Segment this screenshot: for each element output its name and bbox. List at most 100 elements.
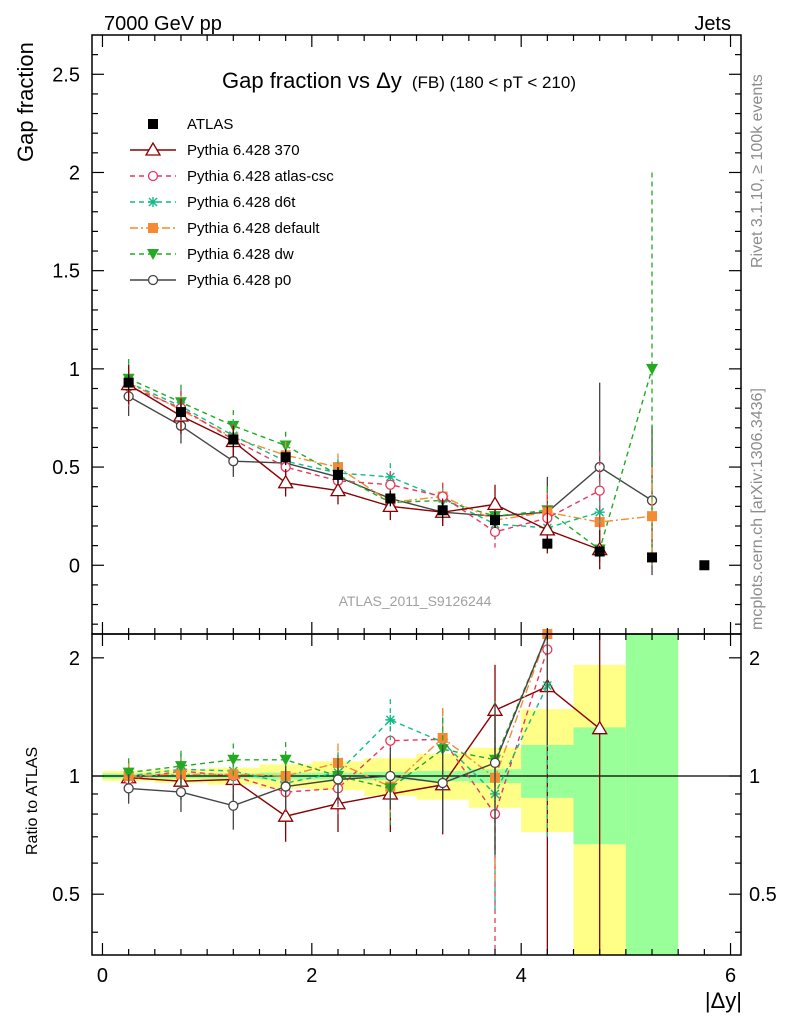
legend-label: Pythia 6.428 p0: [187, 272, 291, 289]
main-series-line: [128, 368, 653, 551]
main-data-point: [699, 560, 710, 571]
ratio-data-point: [332, 774, 344, 785]
y-tick-label-ratio: 0.5: [52, 884, 80, 906]
main-data-point: [280, 452, 291, 463]
legend-entry: Pythia 6.428 p0: [130, 272, 291, 289]
y-tick-label-main: 0.5: [52, 457, 80, 479]
main-data-point: [647, 552, 658, 563]
legend: ATLAS Pythia 6.428 370 Pythia 6.428 atlas-…: [130, 116, 334, 289]
ratio-series-pythia-6-428-p0: [123, 633, 548, 855]
main-data-point: [486, 496, 504, 511]
ratio-data-point: [277, 807, 294, 822]
main-data-point: [228, 456, 239, 467]
ratio-band-green: [625, 634, 679, 955]
main-series-pythia-6-428-atlas-csc: [123, 366, 605, 548]
main-data-point: [594, 485, 605, 496]
header-left-label: 7000 GeV pp: [104, 13, 222, 35]
main-data-point: [490, 515, 501, 526]
legend-label: Pythia 6.428 d6t: [187, 194, 296, 211]
main-data-point: [646, 363, 659, 375]
axes-layer: 0 2 4 6 0 0.5 1 1.5 2 2.5 0.5 0.5 1 1 2 2: [52, 35, 777, 987]
main-series-line: [128, 381, 600, 529]
watermark-label: ATLAS_2011_S9126244: [339, 593, 492, 609]
y-tick-label-ratio-right: 0.5: [749, 884, 777, 906]
y-tick-label-main: 1: [69, 359, 80, 381]
main-data-point: [647, 511, 658, 522]
legend-marker: [147, 274, 159, 286]
legend-entry: Pythia 6.428 atlas-csc: [130, 168, 334, 185]
legend-entry: Pythia 6.428 default: [130, 220, 320, 237]
ratio-data-point: [175, 786, 187, 798]
main-data-point: [385, 471, 396, 482]
legend-marker: [147, 249, 159, 260]
chart-title-main: Gap fraction vs Δy: [222, 68, 402, 93]
ratio-data-point: [385, 714, 396, 725]
legend-label: ATLAS: [187, 116, 233, 133]
x-tick-label: 6: [725, 965, 736, 987]
y-tick-label-ratio: 1: [69, 766, 80, 788]
legend-label: Pythia 6.428 atlas-csc: [187, 168, 334, 185]
chart-title: Gap fraction vs Δy (FB) (180 < pT < 210): [222, 68, 576, 93]
ratio-data-point: [279, 754, 292, 766]
ratio-data-point: [385, 770, 396, 782]
ratio-data-point: [280, 781, 291, 792]
mcplots-label: mcplots.cern.ch [arXiv:1306.3436]: [749, 388, 766, 630]
header-right-label: Jets: [694, 13, 731, 35]
legend-label: Pythia 6.428 370: [187, 142, 300, 159]
legend-marker: [144, 141, 162, 156]
legend-marker: [147, 170, 159, 182]
main-data-point: [277, 474, 294, 489]
legend-marker: [148, 119, 158, 129]
main-data-point: [332, 469, 343, 480]
main-data-point: [329, 482, 347, 497]
y-tick-label-main: 2: [69, 162, 80, 184]
rivet-version-label: Rivet 3.1.10, ≥ 100k events: [749, 74, 766, 268]
main-data-point: [437, 505, 448, 516]
x-tick-label: 2: [306, 965, 317, 987]
x-tick-label: 4: [516, 965, 527, 987]
legend-entry: ATLAS: [148, 116, 233, 133]
legend-marker: [148, 223, 158, 233]
ratio-series-line: [128, 649, 548, 816]
y-axis-label-main: Gap fraction: [13, 42, 38, 162]
main-data-point: [385, 493, 396, 504]
main-series-line: [128, 385, 601, 533]
y-tick-label-ratio: 2: [69, 648, 80, 670]
ratio-series-pythia-6-428-dw: [122, 633, 548, 850]
y-axis-label-ratio: Ratio to ATLAS: [24, 747, 41, 855]
y-tick-label-main: 2.5: [52, 64, 80, 86]
main-series-pythia-6-428-d6t: [123, 362, 605, 548]
ratio-data-point: [228, 800, 239, 811]
main-data-point: [489, 526, 501, 538]
legend-marker: [148, 197, 158, 207]
main-series-line: [128, 383, 600, 551]
y-tick-label-ratio-right: 2: [749, 648, 760, 670]
x-axis-label: |Δy|: [705, 988, 742, 1013]
y-tick-label-main: 1.5: [52, 261, 80, 283]
ratio-data-point: [123, 783, 134, 794]
chart-subtitle: (FB) (180 < pT < 210): [412, 73, 576, 92]
main-data-point: [175, 407, 186, 418]
main-series-atlas: [123, 374, 710, 571]
main-series-layer: [120, 172, 710, 576]
ratio-data-point: [437, 777, 448, 789]
main-data-point: [542, 538, 553, 549]
legend-entry: Pythia 6.428 d6t: [130, 194, 296, 211]
y-tick-label-main: 0: [69, 555, 80, 577]
main-series-pythia-6-428-370: [120, 364, 608, 570]
main-data-point: [123, 377, 134, 388]
main-data-point: [594, 546, 605, 557]
main-data-point: [594, 507, 605, 518]
ratio-data-point: [489, 757, 501, 769]
ratio-series-layer: [120, 629, 608, 955]
main-data-point: [228, 434, 239, 445]
ratio-data-point: [591, 720, 608, 735]
legend-label: Pythia 6.428 dw: [187, 246, 294, 263]
legend-label: Pythia 6.428 default: [187, 220, 320, 237]
main-data-point: [539, 521, 556, 536]
main-data-point: [385, 479, 396, 490]
legend-entry: Pythia 6.428 dw: [130, 246, 294, 263]
ratio-data-point: [227, 754, 240, 766]
x-tick-label: 0: [97, 965, 108, 987]
